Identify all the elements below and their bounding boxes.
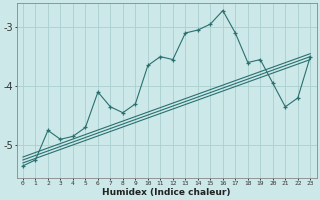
- X-axis label: Humidex (Indice chaleur): Humidex (Indice chaleur): [102, 188, 231, 197]
